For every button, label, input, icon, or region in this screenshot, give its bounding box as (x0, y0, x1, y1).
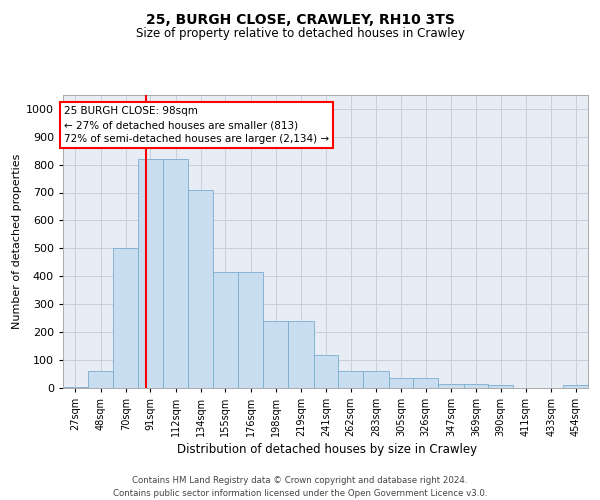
Text: 25 BURGH CLOSE: 98sqm
← 27% of detached houses are smaller (813)
72% of semi-det: 25 BURGH CLOSE: 98sqm ← 27% of detached … (64, 106, 329, 144)
Bar (563, 384, 588, 388)
Bar (338, 371, 363, 388)
Bar (163, 159, 188, 388)
Bar (113, 248, 138, 388)
Bar (363, 371, 389, 388)
Y-axis label: Number of detached properties: Number of detached properties (12, 154, 22, 329)
Bar (213, 272, 238, 388)
Bar (263, 320, 288, 388)
Bar (238, 272, 263, 388)
Bar (88, 371, 113, 388)
Bar (188, 190, 213, 388)
Bar (413, 378, 438, 388)
Bar (389, 378, 413, 388)
Bar (288, 320, 314, 388)
Text: 25, BURGH CLOSE, CRAWLEY, RH10 3TS: 25, BURGH CLOSE, CRAWLEY, RH10 3TS (146, 12, 454, 26)
Bar (438, 384, 464, 388)
Text: Contains public sector information licensed under the Open Government Licence v3: Contains public sector information licen… (113, 489, 487, 498)
Bar (63, 386, 88, 388)
Text: Distribution of detached houses by size in Crawley: Distribution of detached houses by size … (177, 442, 477, 456)
Bar (464, 384, 488, 388)
Text: Contains HM Land Registry data © Crown copyright and database right 2024.: Contains HM Land Registry data © Crown c… (132, 476, 468, 485)
Bar (138, 159, 163, 388)
Bar (488, 384, 513, 388)
Text: Size of property relative to detached houses in Crawley: Size of property relative to detached ho… (136, 28, 464, 40)
Bar (314, 356, 338, 388)
